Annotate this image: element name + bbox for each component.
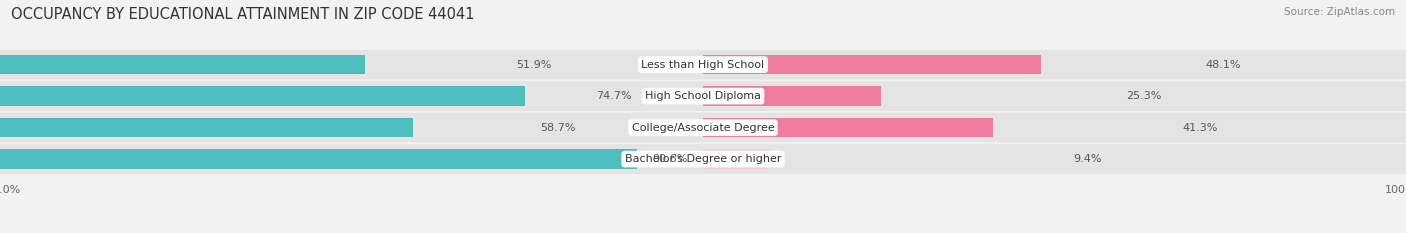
Bar: [0, 86, 526, 106]
Text: 41.3%: 41.3%: [1182, 123, 1218, 133]
Bar: [0, 82, 1406, 110]
Text: Bachelor's Degree or higher: Bachelor's Degree or higher: [624, 154, 782, 164]
Text: College/Associate Degree: College/Associate Degree: [631, 123, 775, 133]
Bar: [0, 149, 637, 169]
Bar: [703, 86, 880, 106]
Bar: [703, 149, 769, 169]
Text: 48.1%: 48.1%: [1206, 60, 1241, 70]
FancyBboxPatch shape: [0, 144, 1406, 174]
Bar: [703, 118, 993, 137]
Text: High School Diploma: High School Diploma: [645, 91, 761, 101]
FancyBboxPatch shape: [0, 113, 1406, 142]
Text: OCCUPANCY BY EDUCATIONAL ATTAINMENT IN ZIP CODE 44041: OCCUPANCY BY EDUCATIONAL ATTAINMENT IN Z…: [11, 7, 475, 22]
Text: 58.7%: 58.7%: [540, 123, 575, 133]
Text: 51.9%: 51.9%: [516, 60, 551, 70]
Bar: [0, 113, 1406, 142]
Text: 25.3%: 25.3%: [1126, 91, 1161, 101]
Text: 90.6%: 90.6%: [652, 154, 688, 164]
Bar: [0, 118, 413, 137]
Bar: [0, 50, 1406, 79]
Text: Less than High School: Less than High School: [641, 60, 765, 70]
Text: Source: ZipAtlas.com: Source: ZipAtlas.com: [1284, 7, 1395, 17]
Bar: [703, 55, 1040, 74]
Bar: [0, 145, 1406, 173]
Text: 74.7%: 74.7%: [596, 91, 631, 101]
FancyBboxPatch shape: [0, 81, 1406, 111]
Text: 9.4%: 9.4%: [1073, 154, 1102, 164]
FancyBboxPatch shape: [0, 50, 1406, 79]
Bar: [0, 55, 366, 74]
